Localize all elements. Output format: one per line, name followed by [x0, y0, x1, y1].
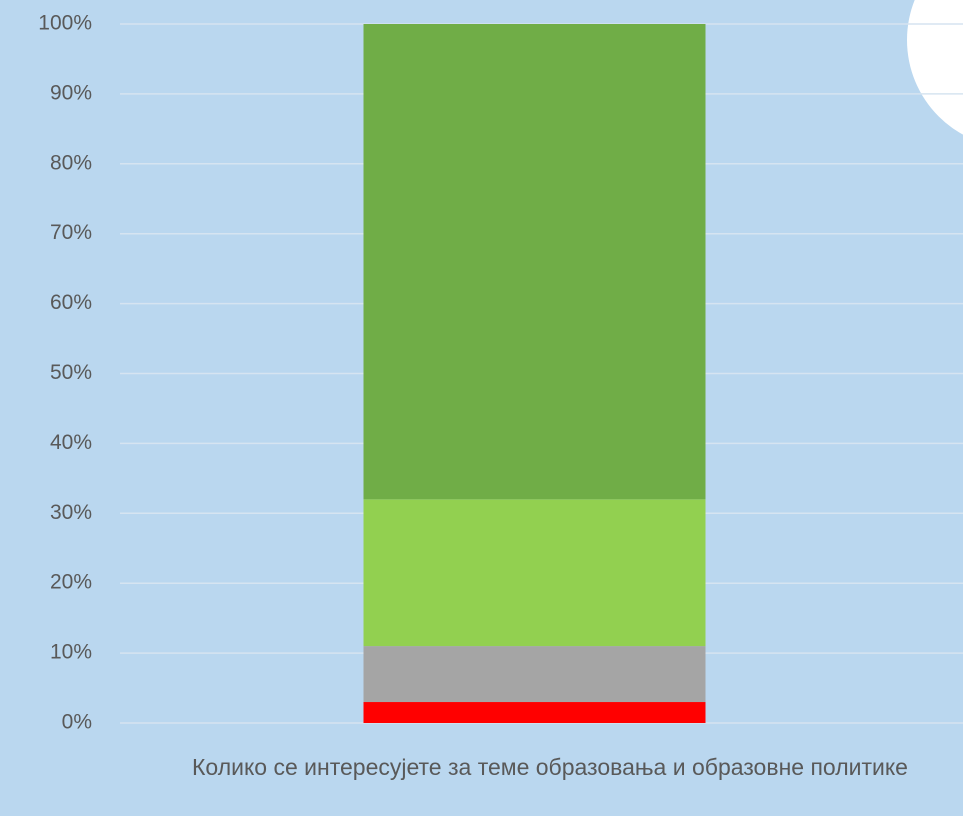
decor-circle: [907, 0, 963, 135]
y-tick-label: 80%: [50, 151, 92, 174]
y-tick-label: 50%: [50, 361, 92, 384]
bar-segment: [363, 24, 706, 500]
bar-segment: [363, 702, 706, 723]
y-tick-label: 10%: [50, 641, 92, 664]
bar-segment: [363, 499, 706, 647]
y-tick-label: 30%: [50, 501, 92, 524]
y-tick-label: 100%: [38, 12, 92, 35]
y-tick-label: 70%: [50, 221, 92, 244]
y-tick-label: 20%: [50, 571, 92, 594]
y-tick-label: 40%: [50, 431, 92, 454]
y-tick-label: 90%: [50, 81, 92, 104]
y-tick-label: 60%: [50, 291, 92, 314]
bar-segment: [363, 646, 706, 703]
x-tick-label: Колико се интересујете за теме образовањ…: [192, 754, 908, 780]
y-tick-label: 0%: [62, 711, 92, 734]
bars: [363, 24, 706, 723]
